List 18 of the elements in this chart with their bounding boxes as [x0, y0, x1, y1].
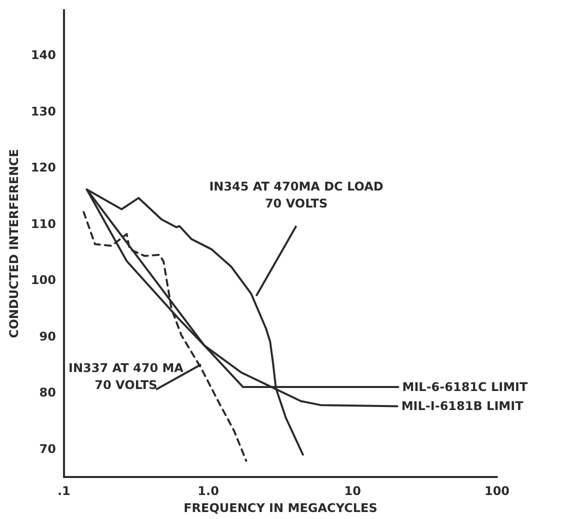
x-axis-title: FREQUENCY IN MEGACYCLES [184, 501, 378, 515]
y-tick-label: 110 [30, 216, 56, 231]
y-tick-label: 130 [30, 104, 56, 118]
y-tick-label: 80 [39, 386, 56, 400]
series-label: MIL-6-6181C LIMIT [402, 380, 529, 394]
y-tick-label: 90 [39, 329, 56, 344]
series-label: MIL-I-6181B LIMIT [401, 399, 524, 414]
x-tick-label: 10 [344, 484, 361, 498]
y-axis-title: CONDUCTED INTERFERENCE [7, 149, 21, 338]
x-tick-label: .1 [57, 484, 70, 498]
annotation: IN337 AT 470 MA 70 VOLTS [68, 361, 184, 392]
y-tick-label: 70 [39, 442, 56, 456]
x-tick-label: 1.0 [198, 484, 219, 498]
x-tick-label: 100 [484, 484, 510, 498]
y-tick-label: 140 [30, 48, 56, 62]
annotation: IN345 AT 470MA DC LOAD 70 VOLTS [209, 179, 384, 210]
y-tick-label: 120 [30, 160, 56, 175]
y-tick-label: 100 [30, 273, 56, 288]
